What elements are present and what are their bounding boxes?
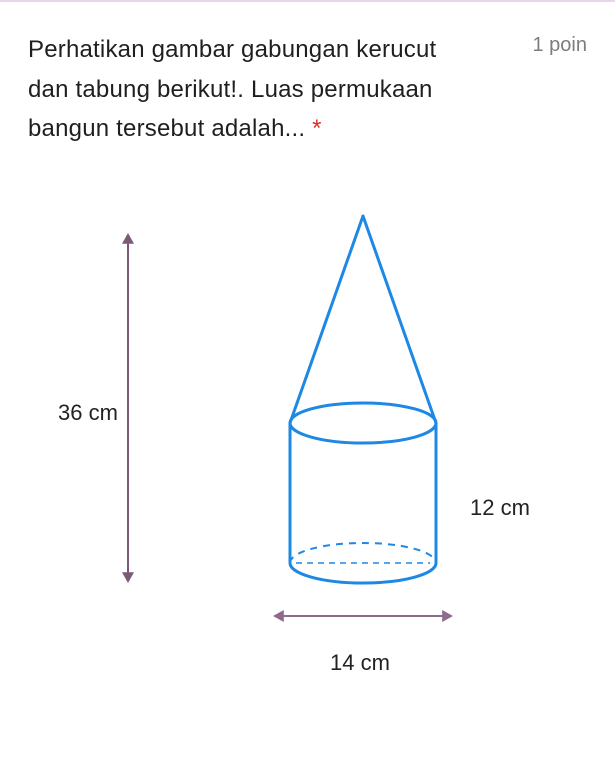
question-card: Perhatikan gambar gabungan kerucut dan t… <box>0 2 615 645</box>
label-cylinder-height: 12 cm <box>470 495 530 521</box>
question-text: Perhatikan gambar gabungan kerucut dan t… <box>28 30 458 149</box>
question-body: Perhatikan gambar gabungan kerucut dan t… <box>28 36 436 142</box>
points-label: 1 poin <box>533 30 588 57</box>
label-diameter: 14 cm <box>330 650 390 676</box>
required-asterisk: * <box>312 115 322 142</box>
label-total-height: 36 cm <box>58 400 118 426</box>
geometry-figure: 36 cm 12 cm 14 cm <box>28 205 588 645</box>
